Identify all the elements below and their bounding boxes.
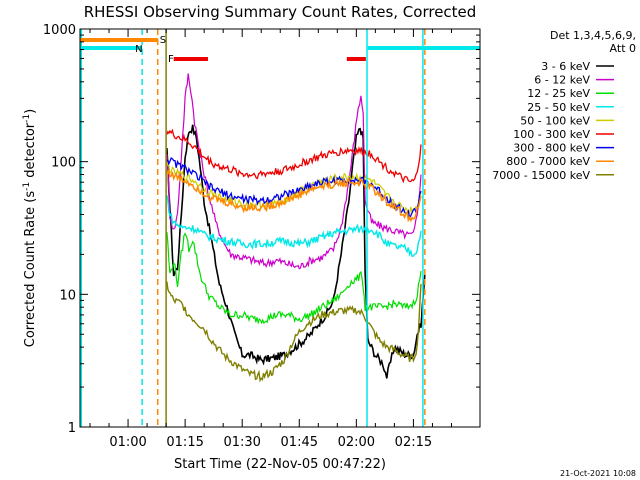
state-bar <box>367 46 480 50</box>
series-line <box>166 281 422 383</box>
legend-header-line1: Det 1,3,4,5,6,9, <box>550 29 636 42</box>
legend-entry-label: 25 - 50 keV <box>527 101 590 114</box>
series-line <box>166 124 426 379</box>
x-tick-label: 01:30 <box>223 435 260 450</box>
y-tick-label: 1 <box>68 421 76 436</box>
state-bar <box>80 46 143 50</box>
state-bar-label: F <box>168 54 174 65</box>
y-tick-label: 1000 <box>43 23 76 38</box>
y-tick-label: 100 <box>51 156 76 171</box>
y-axis-label: Corrected Count Rate (s-1 detector-1) <box>22 109 38 347</box>
series-line <box>166 157 422 221</box>
state-bar-label: N <box>135 44 142 55</box>
series-line <box>166 161 422 216</box>
state-bars-group: S N F <box>80 35 480 65</box>
x-tick-label: 01:15 <box>166 435 203 450</box>
legend-entry-label: 3 - 6 keV <box>541 60 590 73</box>
series-line <box>166 128 422 184</box>
x-axis-label: Start Time (22-Nov-05 00:47:22) <box>174 457 386 472</box>
legend-entry-label: 12 - 25 keV <box>527 87 590 100</box>
legend-entry-label: 100 - 300 keV <box>513 128 590 141</box>
series-line <box>166 73 422 270</box>
state-bar <box>80 38 158 42</box>
legend-entry-label: 6 - 12 keV <box>534 74 590 87</box>
chart-title: RHESSI Observing Summary Count Rates, Co… <box>84 3 477 21</box>
x-tick-label: 01:45 <box>281 435 318 450</box>
legend-entry-label: 50 - 100 keV <box>520 114 590 127</box>
legend-header-line2: Att 0 <box>610 42 636 55</box>
y-axis-ticks: 1 10 100 1000 <box>43 23 480 436</box>
legend-entry-label: 7000 - 15000 keV <box>492 169 590 182</box>
series-line <box>166 195 422 258</box>
series-line <box>166 168 422 223</box>
series-line <box>166 232 422 325</box>
legend-entry-label: 800 - 7000 keV <box>506 155 590 168</box>
plot-frame <box>79 28 481 428</box>
x-axis-ticks: 01:00 01:15 01:30 01:45 02:00 02:15 <box>89 29 452 450</box>
x-tick-label: 02:00 <box>338 435 375 450</box>
legend-entry-label: 300 - 800 keV <box>513 142 590 155</box>
x-tick-label: 02:15 <box>395 435 432 450</box>
state-bar-label: S <box>160 35 166 46</box>
state-bar <box>173 57 208 61</box>
state-bar <box>346 57 366 61</box>
y-tick-label: 10 <box>59 288 76 303</box>
vertical-markers-group <box>80 29 426 427</box>
footer-timestamp: 21-Oct-2021 10:08 <box>560 469 636 478</box>
x-tick-label: 01:00 <box>109 435 146 450</box>
series-lines-group <box>166 73 426 383</box>
